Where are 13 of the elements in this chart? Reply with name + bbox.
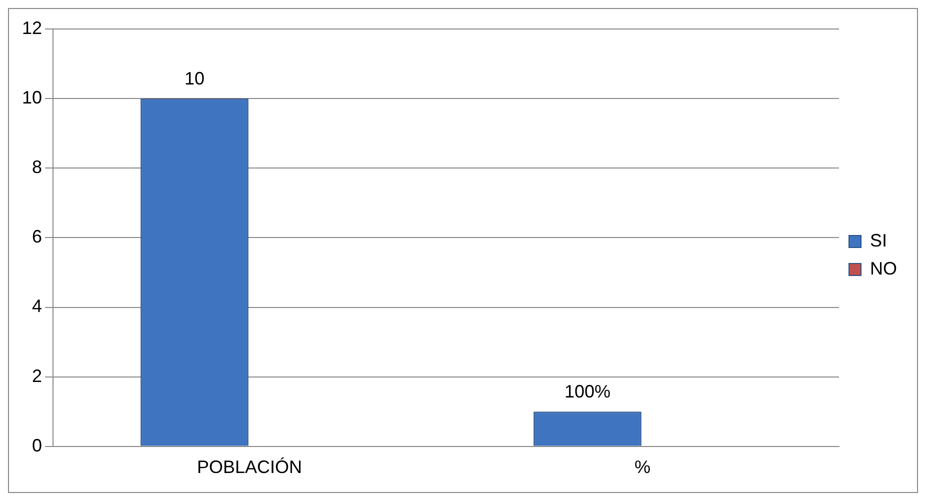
y-tick-label: 6: [32, 226, 42, 247]
data-label: 100%: [564, 382, 611, 402]
x-tick-label: POBLACIÓN: [197, 457, 302, 478]
y-tick-label: 0: [32, 435, 42, 456]
y-tick-label: 10: [22, 88, 42, 108]
y-tick-label: 2: [32, 366, 42, 386]
legend-label: NO: [870, 258, 897, 278]
y-tick-label: 4: [32, 296, 42, 316]
x-tick-label: %: [634, 457, 651, 478]
legend-label: SI: [870, 230, 888, 250]
data-label: 10: [184, 68, 205, 89]
y-tick-label: 12: [22, 18, 42, 38]
y-tick-label: 8: [32, 157, 42, 178]
